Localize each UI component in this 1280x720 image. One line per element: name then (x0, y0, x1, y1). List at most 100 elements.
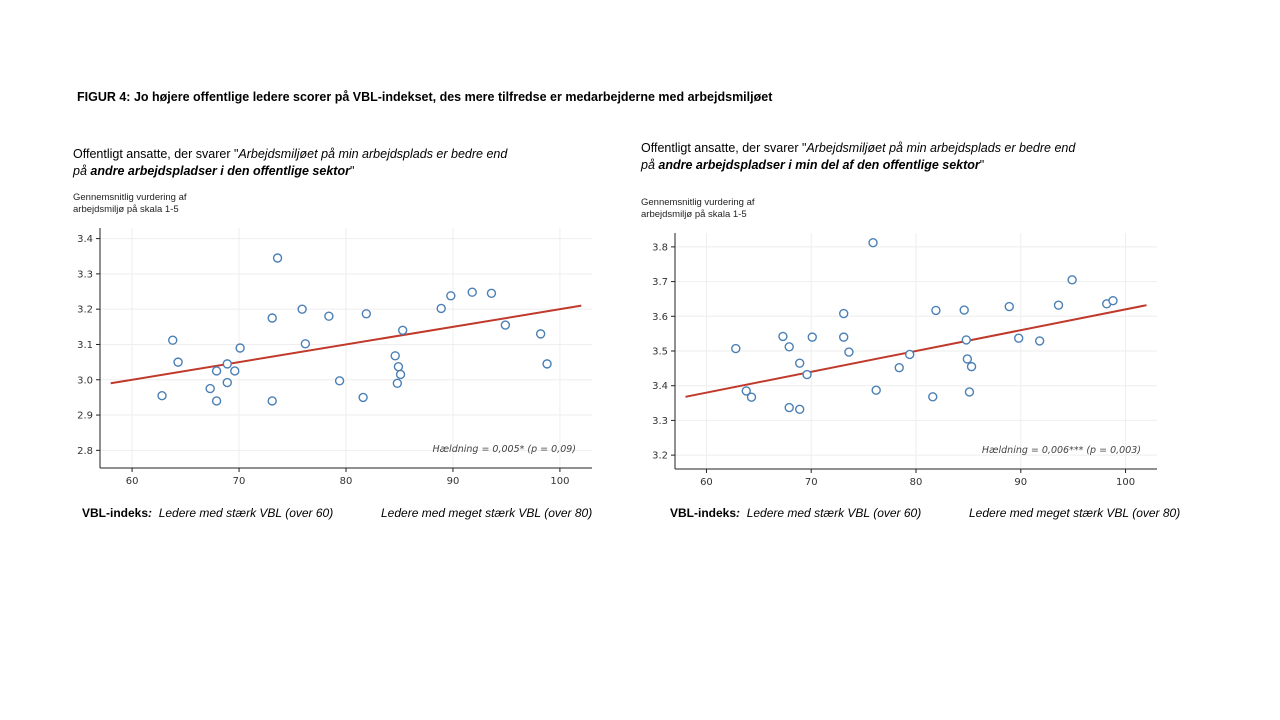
data-point (894, 362, 904, 373)
subtitle-pre: Offentligt ansatte, der svarer " (73, 147, 239, 161)
trend-line (685, 304, 1147, 398)
data-point (778, 331, 788, 342)
y-axis-label-right: Gennemsnitlig vurdering af arbejdsmiljø … (641, 197, 755, 220)
data-point (871, 385, 881, 395)
data-point (746, 392, 757, 402)
data-point (267, 313, 277, 323)
data-point (928, 392, 938, 402)
subtitle-post: " (979, 158, 985, 172)
data-point (486, 288, 497, 298)
data-point (731, 343, 741, 354)
data-point (211, 396, 222, 406)
data-point (839, 332, 849, 342)
data-point (358, 392, 368, 403)
legend-very-strong-left: Ledere med meget stærk VBL (over 80) (381, 506, 593, 520)
data-point (959, 305, 969, 315)
data-point (964, 387, 975, 397)
data-point (966, 361, 977, 372)
legend-left: VBL-indeks: Ledere med stærk VBL (over 6… (82, 506, 333, 520)
data-point (267, 396, 277, 406)
chart-subtitle-right: Offentligt ansatte, der svarer "Arbejdsm… (641, 140, 1081, 174)
data-point (168, 335, 178, 345)
y-tick-label: 3.0 (77, 375, 93, 386)
data-point (222, 359, 232, 369)
slope-annotation: Hældning = 0,005* (p = 0,09) (432, 444, 576, 455)
data-point (392, 378, 403, 388)
y-tick-label: 3.2 (77, 305, 93, 316)
data-point (784, 342, 794, 352)
data-point (436, 303, 446, 314)
y-tick-label: 2.8 (77, 446, 93, 457)
data-point (230, 366, 240, 376)
data-point (839, 308, 849, 319)
y-tick-label: 3.4 (652, 381, 668, 392)
data-point (1004, 301, 1014, 312)
x-tick-label: 80 (340, 476, 353, 487)
data-point (157, 390, 167, 401)
data-point (393, 362, 404, 372)
chart-subtitle-left: Offentligt ansatte, der svarer "Arbejdsm… (73, 146, 513, 180)
x-tick-label: 70 (805, 477, 818, 488)
y-tick-label: 3.2 (652, 451, 668, 462)
chart-panel-right: Offentligt ansatte, der svarer "Arbejdsm… (568, 0, 1180, 720)
x-tick-label: 90 (1014, 477, 1027, 488)
scatter-chart-right: 60 70 80 90 100 3.2 3.3 3.4 3.5 3.6 3.7 3.8 Hældning… (652, 233, 1157, 488)
data-point (297, 304, 307, 314)
data-point (1108, 295, 1118, 306)
data-point (300, 339, 311, 349)
data-point (211, 366, 222, 376)
legend-right: VBL-indeks: Ledere med stærk VBL (over 6… (670, 506, 921, 520)
data-point (802, 369, 812, 380)
legend-very-strong-right: Ledere med meget stærk VBL (over 80) (969, 506, 1181, 520)
data-point (324, 311, 334, 321)
x-tick-label: 100 (550, 476, 569, 487)
data-point (1013, 333, 1024, 343)
x-tick-label: 80 (910, 477, 923, 488)
data-point (395, 369, 406, 380)
data-point (173, 357, 183, 367)
figure-title: FIGUR 4: Jo højere offentlige ledere sco… (77, 90, 773, 104)
data-point (807, 332, 817, 342)
y-tick-label: 3.3 (652, 416, 668, 427)
data-point (535, 329, 546, 339)
legend-strong: Ledere med stærk VBL (over 60) (746, 506, 922, 520)
y-tick-label: 3.4 (77, 234, 93, 245)
data-point (222, 377, 232, 388)
trend-line (110, 304, 582, 385)
y-tick-label: 3.8 (652, 242, 668, 253)
legend-strong: Ledere med stærk VBL (over 60) (158, 506, 334, 520)
legend-lead-label: VBL-indeks: (82, 506, 153, 520)
legend-lead-label: VBL-indeks: (670, 506, 741, 520)
data-point (784, 402, 794, 413)
y-tick-label: 3.3 (77, 269, 93, 280)
data-point (1067, 275, 1077, 285)
y-tick-label: 3.6 (652, 312, 668, 323)
subtitle-post: " (349, 164, 355, 178)
data-point (446, 291, 456, 301)
data-point (1034, 336, 1045, 346)
data-point (500, 320, 511, 330)
data-point (844, 347, 854, 357)
scatter-chart-left: 60 70 80 90 100 2.8 2.9 3.0 3.1 3.2 3.3 3.4 Hældning… (77, 228, 592, 487)
x-tick-label: 60 (700, 477, 713, 488)
x-tick-label: 100 (1116, 477, 1135, 488)
data-point (361, 309, 372, 319)
data-point (741, 386, 751, 396)
y-tick-label: 2.9 (77, 411, 93, 422)
y-tick-label: 3.5 (652, 347, 668, 358)
x-tick-label: 60 (126, 476, 139, 487)
y-tick-label: 3.7 (652, 277, 668, 288)
data-point (467, 287, 477, 297)
data-point (334, 376, 345, 386)
x-tick-label: 90 (447, 476, 460, 487)
data-point (931, 305, 941, 316)
data-point (205, 383, 215, 394)
data-point (542, 359, 552, 369)
y-tick-label: 3.1 (77, 340, 93, 351)
y-axis-label-left: Gennemsnitlig vurdering af arbejdsmiljø … (73, 192, 187, 215)
data-point (868, 238, 878, 248)
data-point (390, 351, 400, 361)
chart-panel-left: Offentligt ansatte, der svarer "Arbejdsm… (0, 0, 592, 720)
data-point (962, 354, 973, 364)
subtitle-italic: Arbejdsmiljøet på min arbejdsplads er be… (73, 147, 508, 178)
